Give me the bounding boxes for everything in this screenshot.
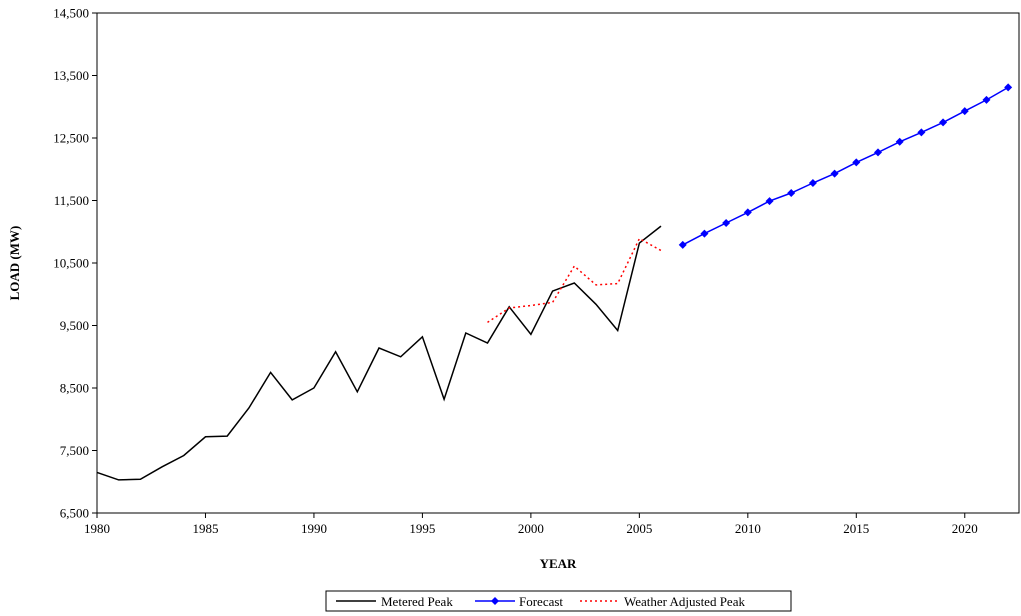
data-point-forecast — [787, 189, 796, 197]
y-tick-label: 12,500 — [53, 131, 89, 146]
series-layer — [96, 83, 1013, 481]
x-tick-label: 1980 — [84, 521, 110, 536]
y-tick-label: 6,500 — [60, 506, 89, 521]
data-point-forecast — [678, 240, 687, 249]
x-tick-label: 1990 — [301, 521, 327, 536]
data-point-forecast — [700, 229, 709, 238]
series-line-forecast — [682, 86, 1009, 246]
data-point-forecast — [873, 148, 882, 157]
x-tick-label: 2005 — [626, 521, 652, 536]
x-axis-ticks: 1980 1985 1990 1995 2000 2005 2010 2015 2020 — [84, 513, 978, 536]
y-axis-title: LOAD (MW) — [7, 226, 22, 301]
x-tick-label: 2015 — [843, 521, 869, 536]
data-point-forecast — [982, 95, 991, 104]
data-point-forecast — [722, 219, 731, 227]
y-tick-label: 10,500 — [53, 256, 89, 271]
y-tick-label: 8,500 — [60, 381, 89, 396]
x-tick-label: 2010 — [735, 521, 761, 536]
data-point-forecast — [960, 107, 969, 116]
series-line-weather-adjusted-peak — [487, 237, 662, 324]
data-point-forecast — [939, 118, 948, 127]
data-point-forecast — [765, 197, 774, 206]
data-point-forecast — [917, 128, 926, 137]
legend-label-forecast: Forecast — [519, 594, 563, 609]
legend-swatch-forecast-marker — [491, 597, 499, 605]
plot-area-frame — [96, 12, 1020, 514]
x-tick-label: 1995 — [409, 521, 435, 536]
data-point-forecast — [808, 179, 817, 187]
legend-label-metered-peak: Metered Peak — [381, 594, 453, 609]
data-point-forecast — [895, 137, 904, 146]
data-point-forecast — [1004, 83, 1013, 92]
y-tick-label: 14,500 — [53, 6, 89, 21]
y-tick-label: 13,500 — [53, 68, 89, 83]
legend: Metered Peak Forecast Weather Adjusted P… — [325, 590, 792, 612]
data-point-forecast — [743, 208, 752, 217]
x-axis-title: YEAR — [540, 556, 577, 571]
data-point-forecast — [830, 169, 839, 178]
y-axis-ticks: 6,500 7,500 8,500 9,500 10,500 11,500 12,500 13… — [53, 6, 97, 521]
x-tick-label: 1985 — [192, 521, 218, 536]
legend-label-weather-adjusted-peak: Weather Adjusted Peak — [624, 594, 745, 609]
data-point-forecast — [852, 158, 861, 167]
y-tick-label: 7,500 — [60, 443, 89, 458]
y-tick-label: 9,500 — [60, 318, 89, 333]
legend-box — [325, 590, 792, 612]
series-line-metered-peak — [96, 225, 662, 481]
x-tick-label: 2020 — [952, 521, 978, 536]
x-tick-label: 2000 — [518, 521, 544, 536]
y-tick-label: 11,500 — [54, 193, 89, 208]
